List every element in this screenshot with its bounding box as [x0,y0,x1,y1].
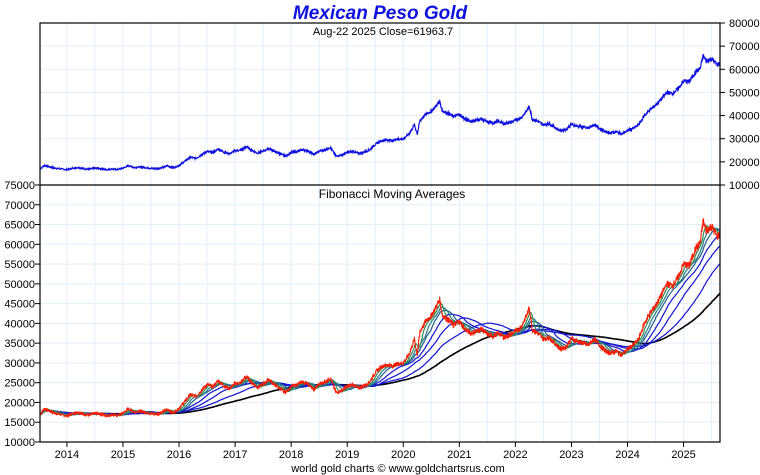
y-tick-label: 40000 [729,111,760,123]
x-tick-label: 2018 [279,449,303,461]
chart-subtitle-close: Aug-22 2025 Close=61963.7 [313,26,453,38]
footer-credit: world gold charts © www.goldchartsrus.co… [290,463,505,475]
ma-series-line [39,226,721,417]
y-tick-label: 35000 [4,338,35,350]
y-tick-label: 80000 [729,18,760,30]
ma-y-axis: 10000 15000 20000 25000 30000 35000 40000 45000… [4,180,40,449]
x-tick-label: 2020 [391,449,415,461]
chart-title: Mexican Peso Gold [293,3,468,24]
y-tick-label: 40000 [4,318,35,330]
x-tick-label: 2023 [559,449,583,461]
y-tick-label: 25000 [4,378,35,390]
x-tick-label: 2015 [111,449,135,461]
y-tick-label: 70000 [729,41,760,53]
y-tick-label: 20000 [729,157,760,169]
x-tick-label: 2024 [615,449,639,461]
y-tick-label: 30000 [4,358,35,370]
y-tick-label: 50000 [4,279,35,291]
price-y-axis: 10000 20000 30000 40000 50000 60000 70000 80000 [720,18,760,192]
y-tick-label: 55000 [4,259,35,271]
ma-series-line [39,227,721,416]
x-tick-label: 2016 [167,449,191,461]
ma-series-line [39,233,721,416]
ma-series-line [39,224,721,417]
price-panel-plot [39,53,721,172]
y-tick-label: 60000 [4,239,35,251]
y-tick-label: 10000 [4,437,35,449]
ma-panel-grid [40,184,720,443]
ma-panel-title: Fibonacci Moving Averages [319,187,466,201]
price-series-line [39,53,721,172]
x-tick-label: 2017 [223,449,247,461]
x-axis: 2014 2015 2016 2017 2018 2019 2020 2021 2022 2023… [55,442,696,461]
chart-frame [39,22,721,443]
x-tick-label: 2019 [335,449,359,461]
y-tick-label: 15000 [4,417,35,429]
x-tick-label: 2025 [671,449,695,461]
y-tick-label: 70000 [4,200,35,212]
y-tick-label: 20000 [4,397,35,409]
y-tick-label: 45000 [4,299,35,311]
x-tick-label: 2021 [447,449,471,461]
y-tick-label: 50000 [729,87,760,99]
ma-panel-plot [39,218,721,419]
y-tick-label: 75000 [4,180,35,192]
y-tick-label: 10000 [729,180,760,192]
ma-panel-price-line [39,218,721,419]
x-tick-label: 2014 [55,449,79,461]
x-tick-label: 2022 [503,449,527,461]
y-tick-label: 65000 [4,220,35,232]
y-tick-label: 60000 [729,64,760,76]
y-tick-label: 30000 [729,134,760,146]
ma-series-line [39,245,721,416]
price-panel-grid [40,22,720,186]
